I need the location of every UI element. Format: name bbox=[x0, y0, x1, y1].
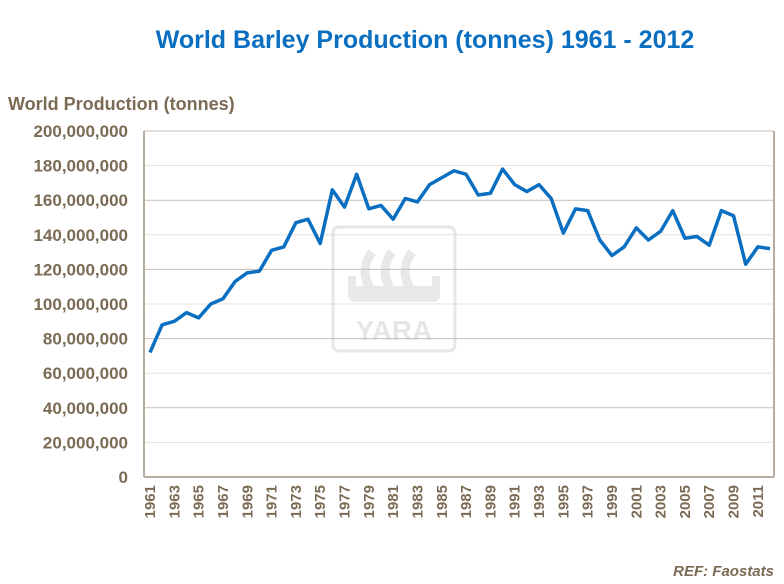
watermark-text: YARA bbox=[356, 315, 433, 346]
y-tick-label: 40,000,000 bbox=[43, 399, 128, 418]
y-tick-label: 0 bbox=[119, 468, 128, 487]
y-tick-label: 80,000,000 bbox=[43, 330, 128, 349]
y-tick-label: 60,000,000 bbox=[43, 364, 128, 383]
x-tick-label: 1999 bbox=[604, 485, 621, 518]
y-tick-label: 140,000,000 bbox=[33, 226, 128, 245]
x-tick-label: 1967 bbox=[215, 485, 232, 518]
x-tick-label: 2009 bbox=[726, 485, 743, 518]
x-tick-label: 1977 bbox=[337, 485, 354, 518]
x-tick-label: 1979 bbox=[361, 485, 378, 518]
x-tick-label: 1975 bbox=[312, 485, 329, 518]
x-tick-label: 2005 bbox=[677, 485, 694, 518]
x-tick-label: 1991 bbox=[507, 485, 524, 518]
y-tick-label: 20,000,000 bbox=[43, 433, 128, 452]
x-tick-label: 1981 bbox=[385, 485, 402, 518]
x-tick-label: 1965 bbox=[191, 485, 208, 518]
y-tick-label: 160,000,000 bbox=[33, 191, 128, 210]
watermark-ship-icon bbox=[348, 276, 440, 302]
x-tick-label: 1961 bbox=[142, 485, 159, 518]
y-tick-label: 200,000,000 bbox=[33, 122, 128, 141]
x-tick-label: 2001 bbox=[628, 485, 645, 518]
x-tick-label: 2011 bbox=[750, 485, 767, 518]
x-tick-label: 1983 bbox=[409, 485, 426, 518]
x-tick-label: 1997 bbox=[580, 485, 597, 518]
x-tick-label: 1985 bbox=[434, 485, 451, 518]
y-axis-label: World Production (tonnes) bbox=[8, 94, 235, 114]
watermark-logo-frame bbox=[331, 225, 457, 353]
x-tick-label: 1969 bbox=[239, 485, 256, 518]
x-tick-label: 1995 bbox=[555, 485, 572, 518]
x-tick-label: 2007 bbox=[701, 485, 718, 518]
chart-title: World Barley Production (tonnes) 1961 - … bbox=[155, 26, 695, 54]
x-tick-label: 1993 bbox=[531, 485, 548, 518]
series-line bbox=[148, 167, 771, 354]
x-tick-label: 1971 bbox=[264, 485, 281, 518]
y-tick-label: 100,000,000 bbox=[33, 295, 128, 314]
x-tick-label: 2003 bbox=[653, 485, 670, 518]
source-note: REF: Faostats bbox=[673, 563, 774, 580]
x-tick-label: 1987 bbox=[458, 485, 475, 518]
y-tick-label: 120,000,000 bbox=[33, 260, 128, 279]
x-tick-label: 1973 bbox=[288, 485, 305, 518]
x-tick-label: 1963 bbox=[166, 485, 183, 518]
y-tick-label: 180,000,000 bbox=[33, 157, 128, 176]
x-tick-label: 1989 bbox=[482, 485, 499, 518]
